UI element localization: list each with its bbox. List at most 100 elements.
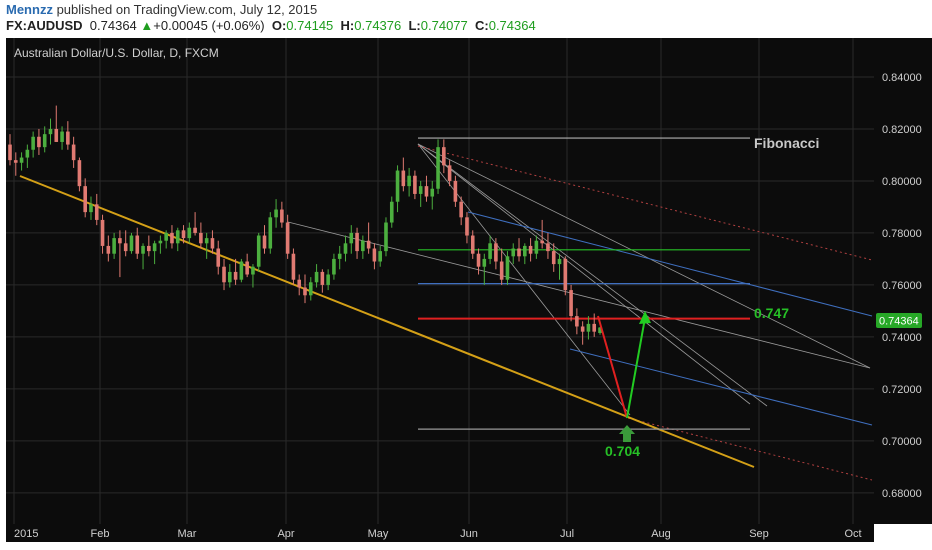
fan-line bbox=[417, 143, 768, 407]
x-tick-label: Jul bbox=[560, 528, 574, 540]
plot-area[interactable] bbox=[6, 38, 874, 524]
high-value: 0.74376 bbox=[354, 18, 402, 33]
candle-body bbox=[343, 243, 348, 254]
candle-body bbox=[407, 175, 411, 187]
candle-body bbox=[170, 232, 174, 244]
x-tick-label: Oct bbox=[844, 528, 861, 540]
candle-body bbox=[436, 147, 440, 189]
projection-up-line bbox=[626, 317, 646, 419]
candle-body bbox=[268, 217, 273, 249]
price-axis[interactable] bbox=[874, 38, 932, 524]
candle-body bbox=[430, 188, 435, 197]
candle-body bbox=[366, 240, 371, 249]
candle-body bbox=[551, 251, 556, 265]
y-axis-labels: 0.84000 0.82000 0.80000 0.78000 0.76000 0.740… bbox=[882, 72, 922, 500]
y-tick-label: 0.68000 bbox=[882, 488, 922, 500]
candle-body bbox=[303, 287, 307, 296]
x-tick-label: May bbox=[368, 528, 389, 540]
last-price: 0.74364 bbox=[89, 18, 137, 33]
candle-body bbox=[534, 240, 539, 254]
candle-body bbox=[152, 243, 157, 252]
candle-body bbox=[505, 256, 510, 280]
candle-body bbox=[245, 261, 249, 275]
candle-body bbox=[459, 201, 463, 218]
dotted-upper-line bbox=[417, 145, 873, 261]
arrow-up-head-icon bbox=[639, 311, 651, 324]
candle-body bbox=[77, 160, 82, 187]
candle-body bbox=[511, 248, 516, 257]
target-up-label: 0.747 bbox=[754, 305, 789, 321]
time-axis[interactable] bbox=[6, 524, 874, 542]
author-link[interactable]: Mennzz bbox=[6, 2, 53, 17]
candle-body bbox=[60, 131, 64, 142]
candle-body bbox=[482, 258, 487, 267]
candle-body bbox=[13, 160, 18, 163]
candle-body bbox=[19, 157, 24, 163]
candle-body bbox=[326, 274, 330, 285]
fan-line bbox=[417, 143, 871, 369]
candle-body bbox=[129, 235, 134, 252]
close-value: 0.74364 bbox=[488, 18, 536, 33]
candle-body bbox=[280, 209, 284, 223]
channel-lower-line bbox=[569, 348, 873, 426]
y-tick-label: 0.76000 bbox=[882, 280, 922, 292]
candle-body bbox=[523, 245, 527, 257]
candle-body bbox=[413, 175, 417, 194]
candle-body bbox=[8, 144, 12, 161]
candle-body bbox=[389, 201, 394, 223]
fan-line bbox=[417, 143, 751, 405]
candle-body bbox=[453, 180, 458, 202]
candle-body bbox=[320, 271, 325, 285]
candle-body bbox=[349, 232, 354, 244]
candle-body bbox=[274, 209, 278, 218]
candle-body bbox=[418, 186, 423, 194]
candle-body bbox=[256, 235, 261, 267]
fan-line bbox=[417, 143, 631, 416]
candle-body bbox=[31, 136, 35, 150]
candle-body bbox=[361, 240, 365, 252]
candle-body bbox=[89, 204, 93, 213]
candle-body bbox=[216, 248, 221, 267]
candle-body bbox=[100, 219, 105, 246]
last-price-tag-text: 0.74364 bbox=[879, 316, 919, 328]
candle-body bbox=[447, 165, 452, 181]
candle-body bbox=[476, 253, 481, 267]
symbol-label[interactable]: FX:AUDUSD bbox=[6, 18, 83, 33]
candle-body bbox=[193, 227, 197, 233]
candle-body bbox=[228, 271, 232, 283]
candle-body bbox=[222, 266, 226, 283]
candle-body bbox=[332, 258, 336, 275]
candle-body bbox=[395, 170, 400, 202]
candle-body bbox=[540, 240, 544, 244]
support-trendline bbox=[19, 175, 755, 468]
publish-info: Mennzz published on TradingView.com, Jul… bbox=[6, 2, 317, 17]
target-down-label: 0.704 bbox=[605, 443, 640, 459]
candle-body bbox=[517, 248, 521, 257]
candle-body bbox=[355, 232, 359, 252]
x-tick-label: Aug bbox=[651, 528, 671, 540]
candle-body bbox=[42, 134, 47, 148]
candle-body bbox=[123, 243, 128, 252]
candle-body bbox=[54, 128, 59, 142]
candle-body bbox=[314, 271, 319, 283]
candle-body bbox=[337, 253, 342, 259]
x-tick-label: Mar bbox=[178, 528, 197, 540]
change-up-icon: ▲ bbox=[140, 18, 154, 33]
candle-body bbox=[210, 238, 215, 249]
close-label: C: bbox=[475, 18, 489, 33]
candle-body bbox=[94, 204, 99, 220]
candles-layer bbox=[8, 105, 602, 345]
candle-body bbox=[378, 251, 382, 262]
channel-upper-line bbox=[467, 211, 873, 317]
candle-body bbox=[575, 316, 579, 327]
change-value: +0.00045 (+0.06%) bbox=[153, 18, 265, 33]
candle-body bbox=[557, 258, 562, 265]
candle-body bbox=[262, 235, 267, 249]
y-tick-label: 0.72000 bbox=[882, 384, 922, 396]
ohlc-bar: FX:AUDUSD 0.74364 ▲+0.00045 (+0.06%) O:0… bbox=[6, 18, 536, 33]
candle-body bbox=[291, 253, 296, 280]
candle-body bbox=[442, 147, 446, 166]
dotted-lower-line bbox=[627, 417, 873, 481]
candle-body bbox=[598, 327, 602, 333]
